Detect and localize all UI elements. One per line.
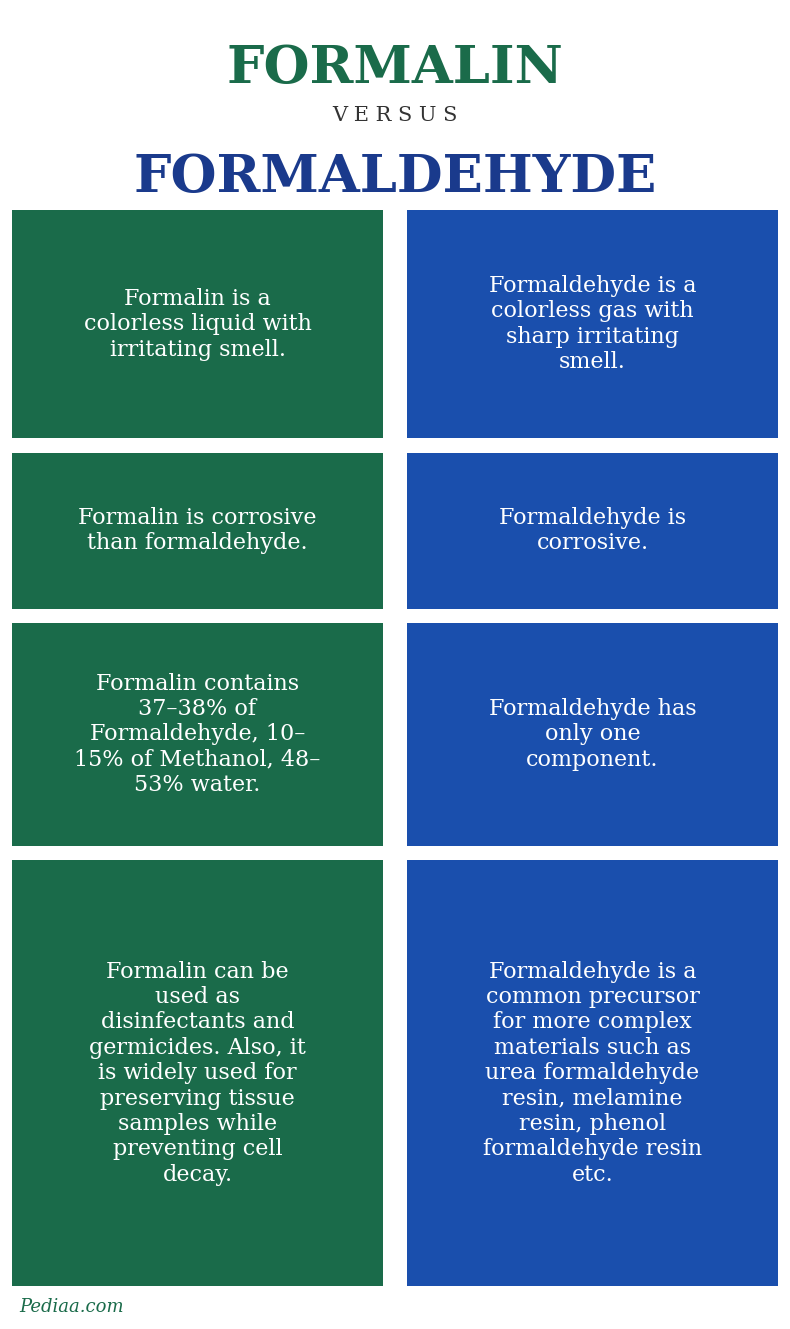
- Bar: [12, 453, 383, 609]
- Bar: [407, 860, 778, 1286]
- Text: V E R S U S: V E R S U S: [333, 106, 457, 125]
- Text: FORMALDEHYDE: FORMALDEHYDE: [134, 152, 656, 202]
- Bar: [407, 453, 778, 609]
- Bar: [407, 623, 778, 845]
- Bar: [407, 210, 778, 439]
- Text: Formalin is a
colorless liquid with
irritating smell.: Formalin is a colorless liquid with irri…: [84, 287, 311, 360]
- Text: FORMALIN: FORMALIN: [227, 43, 563, 93]
- Text: Formalin contains
37–38% of
Formaldehyde, 10–
15% of Methanol, 48–
53% water.: Formalin contains 37–38% of Formaldehyde…: [74, 672, 321, 796]
- Text: Formaldehyde is a
common precursor
for more complex
materials such as
urea forma: Formaldehyde is a common precursor for m…: [483, 961, 702, 1185]
- Text: Formaldehyde is
corrosive.: Formaldehyde is corrosive.: [499, 508, 686, 554]
- Text: Pediaa.com: Pediaa.com: [20, 1297, 124, 1316]
- Text: Formalin is corrosive
than formaldehyde.: Formalin is corrosive than formaldehyde.: [78, 508, 317, 554]
- Bar: [12, 623, 383, 845]
- Text: Formaldehyde is a
colorless gas with
sharp irritating
smell.: Formaldehyde is a colorless gas with sha…: [489, 275, 696, 373]
- Bar: [12, 860, 383, 1286]
- Bar: [12, 210, 383, 439]
- Text: Formaldehyde has
only one
component.: Formaldehyde has only one component.: [489, 698, 696, 771]
- Text: Formalin can be
used as
disinfectants and
germicides. Also, it
is widely used fo: Formalin can be used as disinfectants an…: [89, 961, 306, 1185]
